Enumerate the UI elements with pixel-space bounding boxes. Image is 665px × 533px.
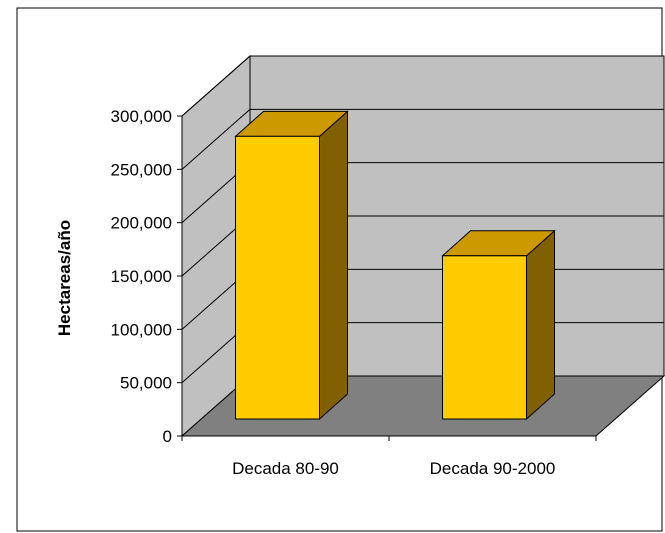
y-tick-label-6: 300,000	[111, 107, 172, 126]
gridline-5	[181, 108, 664, 170]
x-tick-label-2: Decada 90-2000	[430, 459, 556, 478]
y-axis-label: Hectareas/año	[55, 220, 74, 336]
bar-2	[441, 229, 556, 421]
y-tick-label-1: 50,000	[120, 374, 172, 393]
bars	[234, 110, 556, 421]
axes	[177, 115, 597, 441]
gridline-6	[181, 55, 664, 117]
y-tick-label-0: 0	[163, 427, 172, 446]
y-tick-label-5: 250,000	[111, 160, 172, 179]
y-tick-label-2: 100,000	[111, 320, 172, 339]
y-tick-label-3: 150,000	[111, 267, 172, 286]
y-tick-labels: 0 50,000 100,000 150,000 200,000 250,000 300,0…	[111, 107, 172, 446]
bar-1	[234, 110, 349, 421]
bar-front-2	[442, 255, 527, 420]
bar-side-1	[319, 110, 348, 421]
bar-side-2	[526, 229, 555, 421]
y-tick-label-4: 200,000	[111, 214, 172, 233]
x-tick-label-1: Decada 80-90	[232, 459, 339, 478]
bar-front-1	[235, 135, 320, 420]
x-tick-labels: Decada 80-90 Decada 90-2000	[232, 459, 555, 478]
